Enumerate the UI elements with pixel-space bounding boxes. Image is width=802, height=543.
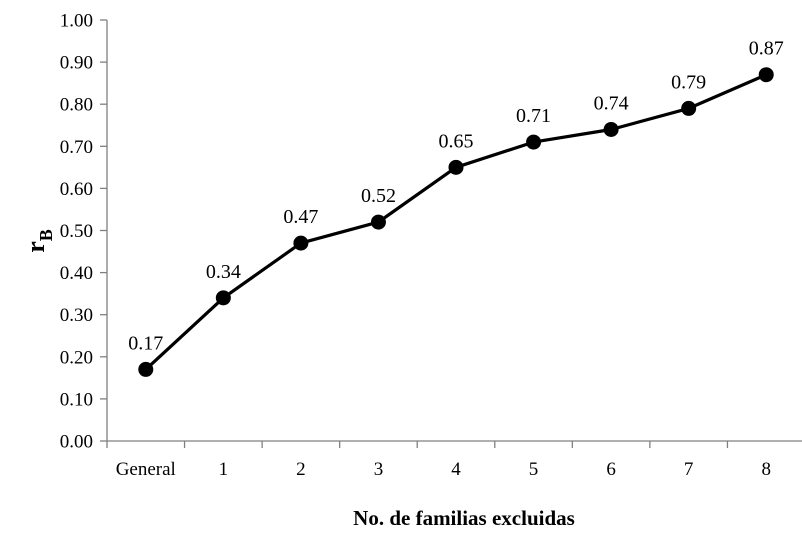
data-label: 0.17 <box>128 332 163 354</box>
x-tick-label: 1 <box>219 459 229 480</box>
x-axis-title: No. de familias excluidas <box>353 506 575 530</box>
data-label: 0.34 <box>206 261 241 283</box>
data-label: 0.74 <box>594 92 629 114</box>
y-tick-label: 0.50 <box>60 221 93 242</box>
data-point <box>138 361 154 377</box>
data-labels: 0.17 0.34 0.47 0.52 0.65 0.71 0.74 0.79 0.87 <box>128 38 783 355</box>
data-point <box>215 290 231 306</box>
x-tick-label: 5 <box>529 459 539 480</box>
data-label: 0.79 <box>671 71 706 93</box>
data-point <box>681 100 697 116</box>
data-markers <box>138 67 774 377</box>
x-tick-label: 4 <box>451 459 461 480</box>
x-tick-label: 2 <box>296 459 306 480</box>
y-axis-title: rB <box>21 229 56 253</box>
data-label: 0.52 <box>361 185 396 207</box>
data-point <box>370 214 386 230</box>
data-label: 0.71 <box>516 105 551 127</box>
data-label: 0.47 <box>283 206 318 228</box>
y-axis-title-subscript: B <box>36 229 56 241</box>
y-tick-label: 0.90 <box>60 53 93 74</box>
x-tick-label: 6 <box>606 459 616 480</box>
y-tick-label: 0.80 <box>60 95 93 116</box>
data-label: 0.87 <box>749 38 784 60</box>
x-tick-label: General <box>116 459 176 480</box>
y-tick-label: 0.00 <box>60 432 93 453</box>
x-axis-ticks: General 1 2 3 4 5 6 7 8 <box>106 441 771 480</box>
y-axis-ticks: 0.00 0.10 0.20 0.30 0.40 0.50 0.60 0.70 0.80 0.90… <box>60 11 107 453</box>
data-point <box>603 121 619 137</box>
data-point <box>526 134 542 150</box>
y-tick-label: 0.70 <box>60 137 93 158</box>
data-point <box>758 67 774 83</box>
y-tick-label: 0.40 <box>60 263 93 284</box>
y-tick-label: 0.10 <box>60 389 93 410</box>
y-tick-label: 0.30 <box>60 305 93 326</box>
y-tick-label: 0.20 <box>60 347 93 368</box>
data-point <box>293 235 309 251</box>
x-tick-label: 8 <box>761 459 771 480</box>
y-axis-title-main: r <box>21 241 50 253</box>
data-label: 0.65 <box>439 130 474 152</box>
x-tick-label: 7 <box>684 459 694 480</box>
x-tick-label: 3 <box>374 459 384 480</box>
series-line <box>144 73 767 371</box>
y-tick-label: 0.60 <box>60 179 93 200</box>
y-tick-label: 1.00 <box>60 11 93 32</box>
data-point <box>448 159 464 175</box>
